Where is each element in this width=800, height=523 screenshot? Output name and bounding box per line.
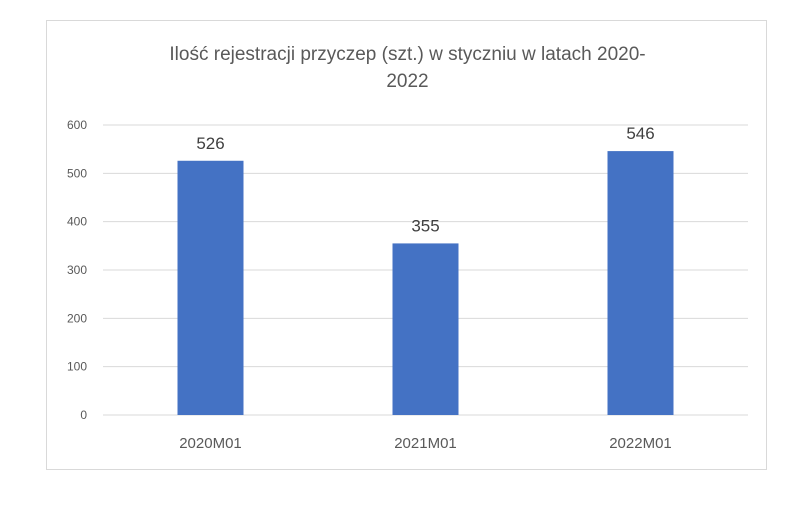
chart-container: Ilość rejestracji przyczep (szt.) w styc… — [46, 20, 767, 470]
chart-title-line-2: 2022 — [386, 71, 429, 92]
data-label-2022M01: 546 — [626, 124, 654, 143]
y-tick-label: 500 — [67, 166, 87, 180]
bar-2021M01 — [392, 243, 459, 415]
data-label-2020M01: 526 — [196, 134, 224, 153]
y-tick-label: 300 — [67, 263, 87, 277]
y-tick-label: 600 — [67, 118, 87, 132]
y-tick-label: 400 — [67, 215, 87, 229]
bar-2022M01 — [607, 151, 674, 415]
y-tick-label: 0 — [80, 408, 87, 422]
bar-chart-plot: 0 100 200 300 400 500 600 526 2020M01 355 2021M01 5… — [67, 118, 748, 452]
bar-2020M01 — [177, 160, 244, 415]
y-tick-label: 100 — [67, 360, 87, 374]
data-label-2021M01: 355 — [411, 216, 439, 235]
chart-title-line-1: Ilość rejestracji przyczep (szt.) w styc… — [169, 44, 646, 65]
chart-title: Ilość rejestracji przyczep (szt.) w styc… — [47, 41, 768, 95]
x-tick-label-2022M01: 2022M01 — [609, 435, 672, 452]
x-tick-label-2021M01: 2021M01 — [394, 435, 457, 452]
y-tick-label: 200 — [67, 311, 87, 325]
x-tick-label-2020M01: 2020M01 — [179, 435, 242, 452]
